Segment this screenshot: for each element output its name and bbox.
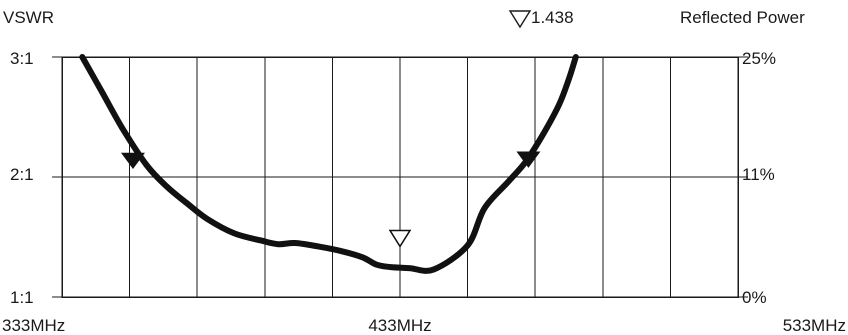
filled-marker-triangle-2 bbox=[516, 151, 541, 168]
marker-readout-value: 1.438 bbox=[531, 8, 574, 27]
y-right-tick-11: 11% bbox=[742, 165, 775, 184]
vswr-curve bbox=[79, 54, 579, 274]
y-left-label: VSWR bbox=[3, 8, 54, 27]
x-tick-333: 333MHz bbox=[2, 316, 65, 335]
x-tick-533: 533MHz bbox=[783, 316, 846, 335]
y-right-tick-0: 0% bbox=[742, 288, 767, 307]
y-left-tick-3: 3:1 bbox=[10, 49, 34, 68]
y-right-label: Reflected Power bbox=[680, 8, 805, 27]
marker-readout: 1.438 bbox=[508, 8, 574, 29]
curve-markers bbox=[120, 151, 541, 248]
hollow-marker-triangle bbox=[388, 229, 412, 248]
hollow-triangle-icon bbox=[508, 10, 532, 29]
filled-marker-triangle-0 bbox=[120, 152, 145, 170]
x-tick-433: 433MHz bbox=[368, 316, 431, 335]
y-left-tick-1: 1:1 bbox=[10, 288, 34, 307]
y-right-tick-25: 25% bbox=[742, 49, 776, 68]
y-left-tick-2: 2:1 bbox=[10, 165, 34, 184]
chart-grid bbox=[52, 56, 748, 298]
plot-frame bbox=[61, 56, 739, 298]
